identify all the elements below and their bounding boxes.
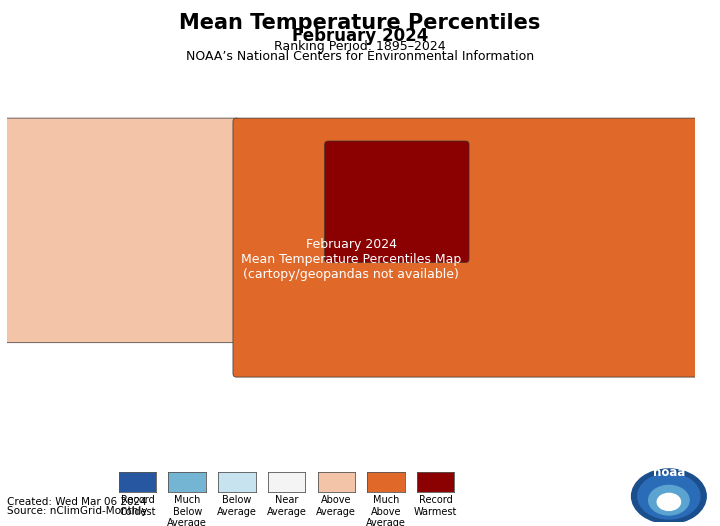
Circle shape	[649, 485, 689, 515]
FancyBboxPatch shape	[233, 118, 720, 377]
Text: Created: Wed Mar 06 2024: Created: Wed Mar 06 2024	[7, 497, 147, 507]
Text: February 2024
Mean Temperature Percentiles Map
(cartopy/geopandas not available): February 2024 Mean Temperature Percentil…	[241, 238, 461, 280]
FancyBboxPatch shape	[325, 141, 469, 262]
FancyBboxPatch shape	[4, 118, 240, 343]
Text: February 2024: February 2024	[292, 27, 428, 45]
Circle shape	[631, 469, 706, 523]
Text: noaa: noaa	[653, 466, 685, 479]
Text: Record
Warmest: Record Warmest	[414, 495, 457, 517]
Text: Source: nClimGrid-Monthly: Source: nClimGrid-Monthly	[7, 506, 148, 516]
Circle shape	[638, 473, 700, 519]
Text: Record
Coldest: Record Coldest	[120, 495, 156, 517]
Text: Much
Below
Average: Much Below Average	[167, 495, 207, 526]
Circle shape	[657, 493, 680, 510]
Text: Below
Average: Below Average	[217, 495, 257, 517]
Text: Much
Above
Average: Much Above Average	[366, 495, 406, 526]
Text: Mean Temperature Percentiles: Mean Temperature Percentiles	[179, 13, 541, 33]
Text: Near
Average: Near Average	[266, 495, 307, 517]
Text: Above
Average: Above Average	[316, 495, 356, 517]
Text: Ranking Period: 1895–2024: Ranking Period: 1895–2024	[274, 40, 446, 53]
Text: NOAA’s National Centers for Environmental Information: NOAA’s National Centers for Environmenta…	[186, 50, 534, 63]
